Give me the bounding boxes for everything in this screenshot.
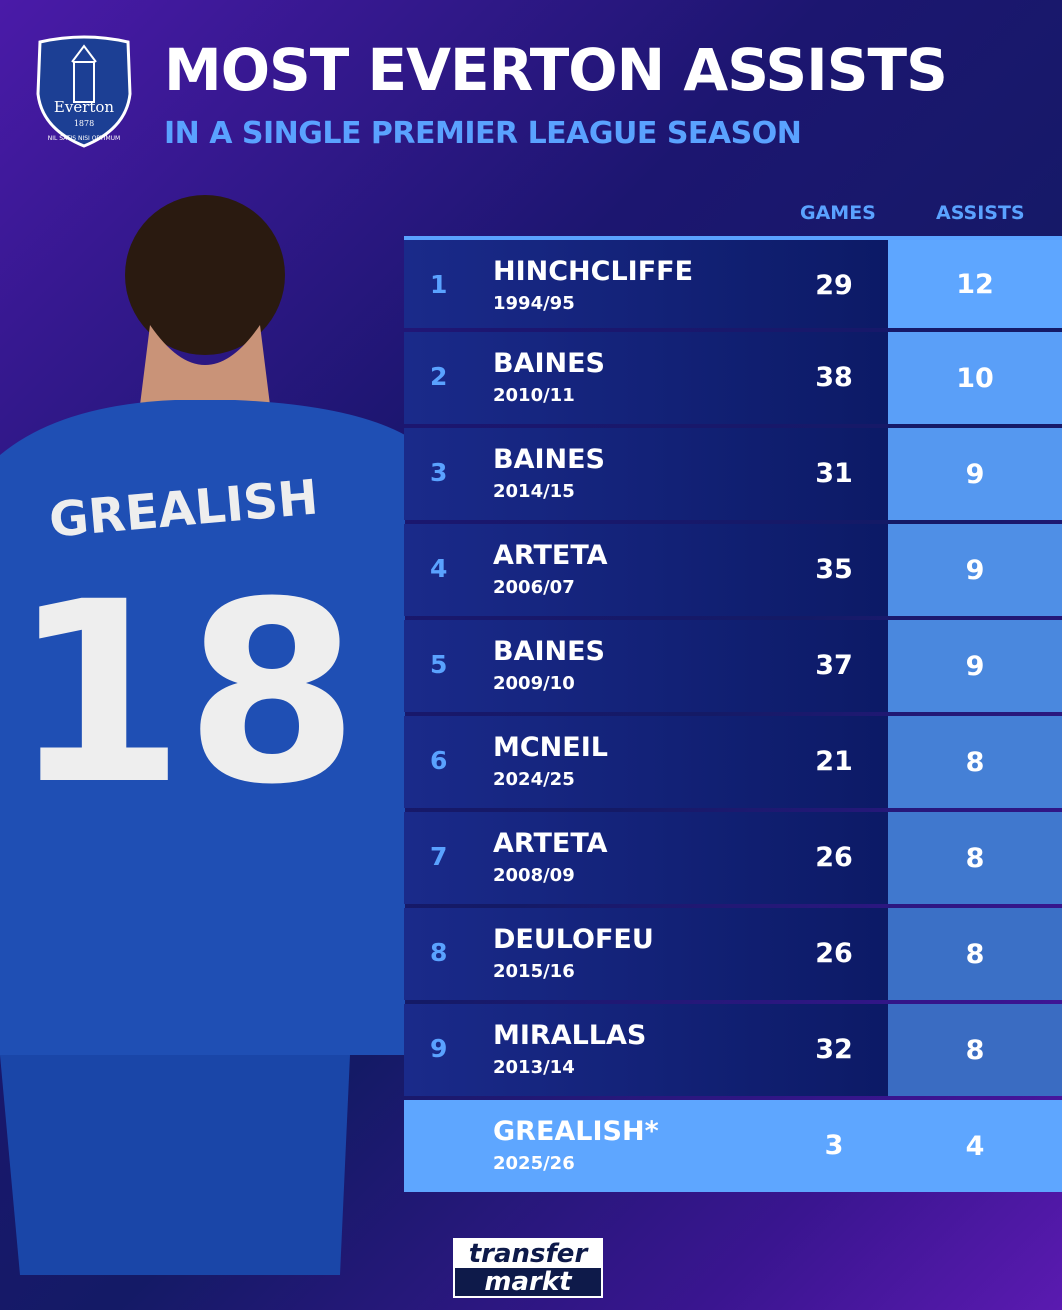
season: 2024/25 (493, 769, 575, 790)
season: 2010/11 (493, 385, 575, 406)
player-cell: GREALISH* 2025/26 3 (404, 1100, 888, 1192)
rank: 5 (430, 650, 448, 679)
svg-text:18: 18 (11, 548, 359, 839)
games-value: 3 (824, 1130, 844, 1161)
season: 2014/15 (493, 481, 575, 502)
rank: 2 (430, 362, 448, 391)
games-value: 21 (815, 746, 853, 777)
table-row: 7 ARTETA 2008/09 26 8 (404, 812, 1062, 904)
player-cell: 5 BAINES 2009/10 37 (404, 620, 888, 712)
rank: 9 (430, 1034, 448, 1063)
season: 2025/26 (493, 1153, 575, 1174)
games-value: 37 (815, 650, 853, 681)
rank: 4 (430, 554, 448, 583)
games-value: 31 (815, 458, 853, 489)
games-value: 26 (815, 842, 853, 873)
table-row: 1 HINCHCLIFFE 1994/95 29 12 (404, 236, 1062, 328)
assists-value: 9 (888, 524, 1062, 616)
player-name: ARTETA (493, 828, 608, 859)
table-row: 9 MIRALLAS 2013/14 32 8 (404, 1004, 1062, 1096)
assists-value: 8 (888, 908, 1062, 1000)
games-value: 32 (815, 1034, 853, 1065)
page-title: MOST EVERTON ASSISTS (164, 36, 948, 104)
assists-value: 9 (888, 620, 1062, 712)
player-cell: 8 DEULOFEU 2015/16 26 (404, 908, 888, 1000)
assists-value: 12 (888, 240, 1062, 328)
svg-text:Everton: Everton (54, 98, 115, 116)
svg-text:1878: 1878 (74, 119, 94, 128)
player-cell: 6 MCNEIL 2024/25 21 (404, 716, 888, 808)
games-value: 26 (815, 938, 853, 969)
season: 2009/10 (493, 673, 575, 694)
player-cell: 7 ARTETA 2008/09 26 (404, 812, 888, 904)
assists-value: 10 (888, 332, 1062, 424)
rank: 8 (430, 938, 448, 967)
player-cell: 1 HINCHCLIFFE 1994/95 29 (404, 240, 888, 328)
games-value: 29 (815, 270, 853, 301)
assists-value: 9 (888, 428, 1062, 520)
player-name: GREALISH* (493, 1116, 659, 1147)
table-row: 5 BAINES 2009/10 37 9 (404, 620, 1062, 712)
player-name: HINCHCLIFFE (493, 256, 694, 287)
games-value: 38 (815, 362, 853, 393)
season: 2006/07 (493, 577, 575, 598)
everton-crest-logo: Everton 1878 NIL SATIS NISI OPTIMUM (36, 35, 132, 148)
games-column-header: GAMES (800, 202, 876, 224)
assists-value: 8 (888, 716, 1062, 808)
table-row: 4 ARTETA 2006/07 35 9 (404, 524, 1062, 616)
table-row: 2 BAINES 2010/11 38 10 (404, 332, 1062, 424)
player-name: ARTETA (493, 540, 608, 571)
assists-value: 8 (888, 812, 1062, 904)
season: 2013/14 (493, 1057, 575, 1078)
transfermarkt-logo: transfer markt (453, 1238, 603, 1298)
table-row: 3 BAINES 2014/15 31 9 (404, 428, 1062, 520)
player-name: DEULOFEU (493, 924, 654, 955)
season: 2008/09 (493, 865, 575, 886)
page-subtitle: IN A SINGLE PREMIER LEAGUE SEASON (164, 116, 802, 151)
assists-value: 8 (888, 1004, 1062, 1096)
player-name: BAINES (493, 444, 606, 475)
season: 1994/95 (493, 293, 575, 314)
player-name: MCNEIL (493, 732, 608, 763)
player-cell: 9 MIRALLAS 2013/14 32 (404, 1004, 888, 1096)
table-row: GREALISH* 2025/26 3 4 (404, 1100, 1062, 1192)
player-name: MIRALLAS (493, 1020, 647, 1051)
table-row: 8 DEULOFEU 2015/16 26 8 (404, 908, 1062, 1000)
games-value: 35 (815, 554, 853, 585)
season: 2015/16 (493, 961, 575, 982)
rank: 3 (430, 458, 448, 487)
assists-column-header: ASSISTS (936, 202, 1025, 224)
rank: 6 (430, 746, 448, 775)
player-cell: 4 ARTETA 2006/07 35 (404, 524, 888, 616)
rank: 7 (430, 842, 448, 871)
player-cell: 2 BAINES 2010/11 38 (404, 332, 888, 424)
player-name: BAINES (493, 348, 606, 379)
svg-text:NIL SATIS NISI OPTIMUM: NIL SATIS NISI OPTIMUM (48, 135, 120, 142)
player-cell: 3 BAINES 2014/15 31 (404, 428, 888, 520)
assists-value: 4 (888, 1100, 1062, 1192)
rank: 1 (430, 270, 448, 299)
assists-table: 1 HINCHCLIFFE 1994/95 29 12 2 BAINES 201… (404, 236, 1062, 1196)
table-row: 6 MCNEIL 2024/25 21 8 (404, 716, 1062, 808)
player-name: BAINES (493, 636, 606, 667)
player-photo: GREALISH 18 (0, 195, 405, 1275)
